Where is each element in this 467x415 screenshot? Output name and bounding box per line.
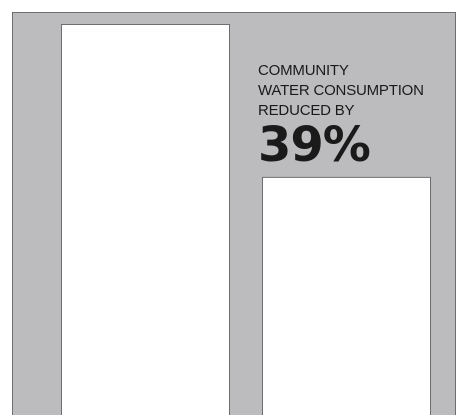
bar-after xyxy=(262,176,431,415)
callout-line-2: WATER CONSUMPTION xyxy=(258,82,424,99)
callout-percentage: 39% xyxy=(258,117,371,173)
callout-line-1: COMMUNITY xyxy=(258,62,349,79)
bar-before xyxy=(61,24,230,415)
callout-line-3: REDUCED BY xyxy=(258,102,355,119)
reduction-callout: COMMUNITY WATER CONSUMPTION REDUCED BY 3… xyxy=(258,61,448,169)
bar-chart xyxy=(61,24,431,415)
callout-text: COMMUNITY WATER CONSUMPTION REDUCED BY xyxy=(258,61,448,121)
chart-panel: COMMUNITY WATER CONSUMPTION REDUCED BY 3… xyxy=(12,12,456,415)
